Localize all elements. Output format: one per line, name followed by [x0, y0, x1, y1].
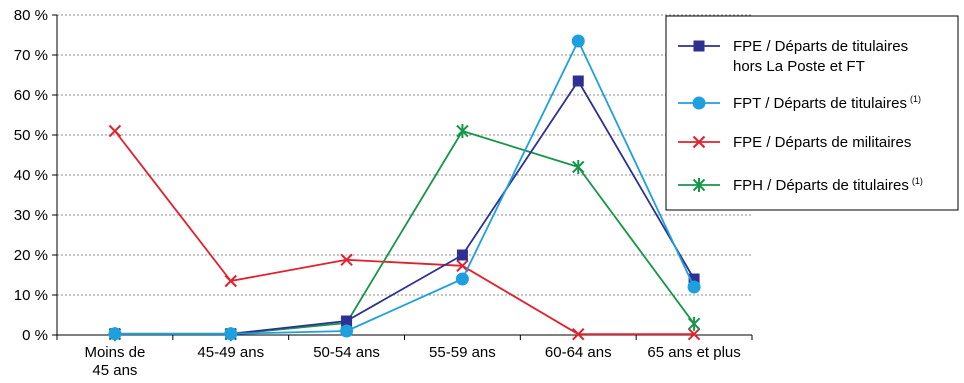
circle-marker	[692, 96, 706, 110]
x-tick-label: 55-59 ans	[429, 344, 496, 361]
grid-layer	[57, 14, 752, 296]
x-tick-label-line: 45 ans	[92, 362, 137, 379]
legend-marker	[692, 96, 706, 110]
data-point	[340, 324, 354, 338]
legend-item-2: FPT / Départs de titulaires (1)	[678, 94, 921, 112]
legend-marker	[693, 40, 705, 52]
legend-footnote: (1)	[910, 94, 921, 104]
legend-label: FPT / Départs de titulaires (1)	[733, 94, 921, 112]
axis-layer: 0 % 10 % 20 % 30 % 40 % 50 % 60 % 70 % 80 % Moins…	[14, 7, 753, 379]
circle-marker	[571, 34, 585, 48]
series-2	[108, 34, 701, 341]
x-marker-stroke	[224, 274, 237, 288]
legend-box	[665, 15, 959, 211]
y-tick-label: 20 %	[14, 247, 48, 264]
y-tick-label: 30 %	[14, 207, 48, 224]
x-tick-label-line: 60-64 ans	[545, 344, 612, 361]
x-marker-stroke	[340, 253, 353, 267]
circle-marker	[108, 327, 122, 341]
square-marker	[456, 249, 468, 261]
legend-marker	[692, 178, 706, 192]
x-tick-label: 60-64 ans	[545, 344, 612, 361]
circle-marker	[687, 280, 701, 294]
series-3	[108, 124, 701, 341]
legend-label: FPE / Départs de titulaires	[733, 38, 908, 55]
x-marker-stroke	[692, 135, 706, 149]
data-point	[108, 327, 122, 341]
data-point	[572, 327, 585, 341]
y-tick-label: 40 %	[14, 167, 48, 184]
y-tick-label: 0 %	[22, 327, 48, 344]
x-tick-label-line: 55-59 ans	[429, 344, 496, 361]
series-line	[114, 130, 695, 336]
circle-marker	[224, 327, 238, 341]
square-marker	[688, 273, 700, 285]
x-tick-label-line: 50-54 ans	[313, 344, 380, 361]
legend-item-1: FPE / Départs de titulaires hors La Poste…	[678, 38, 908, 75]
data-point	[224, 274, 237, 288]
x-marker-stroke	[572, 327, 585, 341]
legend-label: FPH / Départs de titulaires (1)	[733, 176, 923, 194]
y-tick-label: 80 %	[14, 7, 48, 24]
square-marker	[341, 315, 353, 327]
legend: FPE / Départs de titulaires hors La Poste…	[665, 15, 959, 211]
legend-item-4: FPH / Départs de titulaires (1)	[678, 176, 923, 194]
data-point	[455, 272, 469, 286]
x-tick-label: Moins de 45 ans	[84, 344, 145, 379]
data-point	[688, 273, 700, 285]
legend-item-3: FPE / Départs de militaires	[678, 134, 911, 151]
x-tick-label-line: Moins de	[84, 344, 145, 361]
y-tick-label: 70 %	[14, 47, 48, 64]
data-point	[108, 124, 122, 138]
data-point	[340, 253, 353, 267]
series-line	[114, 40, 695, 335]
legend-footnote: (1)	[912, 176, 923, 186]
x-tick-label: 50-54 ans	[313, 344, 380, 361]
x-tick-label: 45-49 ans	[197, 344, 264, 361]
x-marker-stroke	[456, 259, 469, 273]
x-tick-label-line: 65 ans et plus	[647, 344, 740, 361]
x-tick-label: 65 ans et plus	[647, 344, 740, 361]
y-tick-label: 10 %	[14, 287, 48, 304]
square-marker	[572, 75, 584, 87]
data-point	[572, 160, 585, 174]
legend-label: FPE / Départs de militaires	[733, 134, 911, 151]
y-tick-label: 60 %	[14, 87, 48, 104]
data-point	[571, 34, 585, 48]
x-marker-stroke	[687, 327, 701, 341]
data-point	[572, 75, 584, 87]
legend-marker	[692, 135, 706, 149]
data-point	[341, 315, 353, 327]
y-tick-label: 50 %	[14, 127, 48, 144]
x-tick-label-line: 45-49 ans	[197, 344, 264, 361]
circle-marker	[340, 324, 354, 338]
data-point	[456, 249, 468, 261]
series-4	[108, 124, 701, 342]
data-point	[687, 316, 701, 331]
data-point	[687, 280, 701, 294]
square-marker	[693, 40, 705, 52]
legend-label: hors La Poste et FT	[733, 58, 865, 75]
circle-marker	[455, 272, 469, 286]
series-1	[109, 75, 700, 340]
series-line	[114, 130, 695, 336]
x-marker-stroke	[108, 124, 122, 138]
series-layer	[108, 34, 701, 342]
data-point	[224, 327, 238, 341]
data-point	[456, 124, 469, 138]
data-point	[687, 327, 701, 341]
